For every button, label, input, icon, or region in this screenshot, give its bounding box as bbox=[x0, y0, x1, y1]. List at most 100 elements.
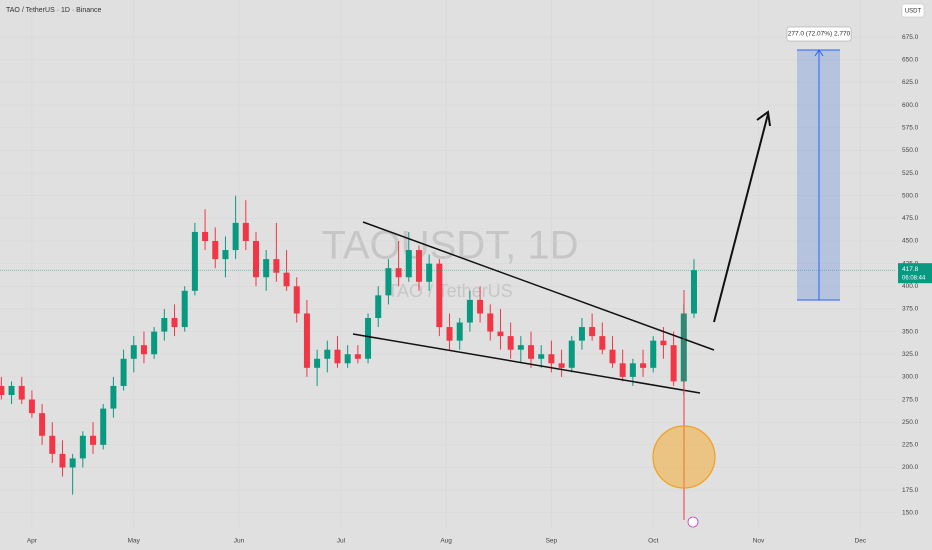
x-tick-label: Sep bbox=[546, 538, 558, 545]
arrow bbox=[713, 113, 769, 323]
candle-body bbox=[324, 349, 331, 359]
currency: USDT bbox=[905, 9, 922, 15]
candle-body bbox=[161, 318, 168, 332]
candle-body bbox=[629, 363, 636, 377]
candle-body bbox=[609, 349, 616, 364]
y-tick-label: 525.0 bbox=[902, 170, 919, 177]
candle-body bbox=[0, 385, 5, 396]
candle-body bbox=[690, 270, 697, 314]
y-tick-label: 300.0 bbox=[902, 374, 919, 381]
candle-body bbox=[650, 340, 657, 368]
candle-body bbox=[538, 354, 545, 359]
candle-body bbox=[670, 345, 677, 382]
currency-box bbox=[901, 3, 925, 18]
candle-body bbox=[365, 318, 372, 359]
watermark-subtitle: TAO / TetherUS bbox=[387, 281, 512, 301]
y-tick-label: 325.0 bbox=[902, 351, 919, 358]
candle-body bbox=[8, 385, 15, 396]
candle-body bbox=[314, 358, 321, 368]
candle-body bbox=[385, 268, 392, 296]
highlight-circle bbox=[652, 425, 716, 489]
x-tick-label: Dec bbox=[855, 538, 867, 545]
candle-body bbox=[375, 295, 382, 318]
y-tick-label: 650.0 bbox=[902, 57, 919, 64]
measure-arrow bbox=[814, 49, 824, 57]
candle-body bbox=[273, 259, 280, 273]
y-tick-label: 550.0 bbox=[902, 147, 919, 154]
trendline-lower bbox=[352, 333, 701, 394]
candle-body bbox=[283, 272, 290, 287]
candle-body bbox=[28, 399, 35, 414]
chart-title: TAO / TetherUS · 1D · Binance bbox=[6, 7, 102, 14]
candle-body bbox=[202, 231, 209, 241]
candle-body bbox=[140, 345, 147, 355]
candle-body bbox=[222, 250, 229, 260]
candle-body bbox=[354, 354, 361, 359]
candle-body bbox=[415, 250, 422, 282]
candle-body bbox=[405, 250, 412, 278]
candle-body bbox=[619, 363, 626, 377]
candle-body bbox=[171, 318, 178, 328]
y-tick-label: 625.0 bbox=[902, 79, 919, 86]
candle-body bbox=[69, 458, 76, 468]
x-tick-label: Nov bbox=[753, 538, 765, 545]
last-price-label: 417.8 bbox=[902, 266, 919, 273]
candle-body bbox=[548, 354, 555, 364]
x-tick-label: Jul bbox=[337, 538, 346, 545]
candle-body bbox=[426, 263, 433, 282]
candle-body bbox=[303, 313, 310, 368]
candle-body bbox=[344, 354, 351, 364]
candle-body bbox=[90, 435, 97, 445]
watermark: TAOUSDT, 1D bbox=[321, 224, 578, 268]
candle-body bbox=[253, 240, 259, 278]
candle-body bbox=[120, 358, 127, 386]
candle-body bbox=[640, 363, 647, 368]
y-tick-label: 225.0 bbox=[902, 442, 919, 449]
y-tick-label: 350.0 bbox=[902, 328, 919, 335]
candle-body bbox=[212, 240, 219, 260]
candle-body bbox=[477, 299, 484, 314]
y-tick-label: 675.0 bbox=[902, 34, 919, 41]
candle-body bbox=[49, 435, 56, 454]
y-tick-label: 475.0 bbox=[902, 215, 919, 222]
candle-body bbox=[18, 385, 25, 400]
event-icon bbox=[687, 516, 699, 528]
candle-body bbox=[334, 349, 341, 364]
candle-body bbox=[263, 259, 270, 278]
y-tick-label: 150.0 bbox=[902, 510, 919, 517]
candle-body bbox=[436, 263, 443, 328]
drawings: 277.0 (72.07%) 2,770 bbox=[352, 26, 852, 528]
candle-body bbox=[242, 222, 249, 241]
x-tick-label: May bbox=[128, 538, 141, 545]
candle-body bbox=[59, 453, 66, 468]
candle-body bbox=[395, 268, 402, 278]
candle-body bbox=[446, 327, 453, 341]
y-tick-label: 400.0 bbox=[902, 283, 919, 290]
arrow-head bbox=[756, 110, 771, 127]
candle-body bbox=[660, 340, 667, 346]
candle-body bbox=[181, 290, 188, 328]
candle-body bbox=[151, 331, 158, 355]
candle-body bbox=[110, 385, 117, 409]
candle-body bbox=[497, 331, 504, 337]
last-price-box bbox=[898, 263, 932, 284]
candle-body bbox=[191, 231, 198, 291]
candle-body bbox=[466, 299, 473, 323]
y-tick-label: 175.0 bbox=[902, 487, 919, 494]
candle-body bbox=[293, 286, 300, 314]
candle-body bbox=[558, 363, 565, 368]
candle-body bbox=[528, 345, 535, 359]
candle-body bbox=[487, 313, 494, 332]
trendline-upper bbox=[362, 221, 715, 351]
plot bbox=[0, 195, 896, 495]
y-tick-label: 450.0 bbox=[902, 238, 919, 245]
y-tick-label: 275.0 bbox=[902, 396, 919, 403]
y-tick-label: 600.0 bbox=[902, 102, 919, 109]
candle-body bbox=[507, 336, 514, 350]
measure-label-box bbox=[786, 26, 852, 42]
y-tick-label: 375.0 bbox=[902, 306, 919, 313]
candle-body bbox=[589, 327, 596, 337]
y-tick-label: 500.0 bbox=[902, 192, 919, 199]
